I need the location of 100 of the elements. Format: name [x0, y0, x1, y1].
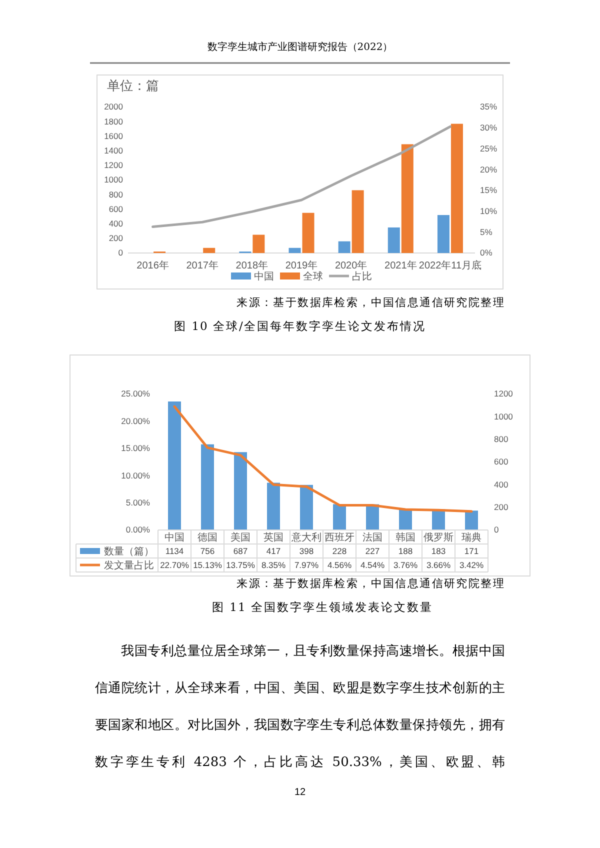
legend-label: 全球	[303, 270, 323, 282]
data-label: 687	[233, 546, 248, 556]
x-tick-label: 中国	[164, 532, 184, 544]
y-tick-label: 20.00%	[121, 416, 150, 426]
y-tick-label: 15.00%	[121, 443, 150, 454]
bar	[201, 444, 214, 530]
legend-label: 占比	[352, 270, 372, 282]
y2-tick-label: 0%	[480, 248, 493, 258]
data-label: 3.66%	[426, 560, 451, 570]
x-tick-label: 2022年11月底	[418, 260, 482, 272]
x-tick-label: 2019年	[285, 260, 318, 272]
data-label: 188	[398, 546, 413, 556]
data-label: 171	[464, 546, 479, 556]
data-label: 4.56%	[327, 560, 352, 570]
x-tick-label: 2017年	[186, 260, 218, 272]
bar	[267, 482, 280, 530]
x-tick-label: 西班牙	[324, 532, 354, 544]
text: 12	[294, 787, 306, 798]
legend-label: 数量（篇）	[104, 546, 154, 558]
text: 图 11 全国数字孪生领域发表论文数量	[212, 600, 433, 614]
y2-tick-label: 25%	[480, 143, 498, 154]
bar	[302, 212, 314, 253]
bar	[401, 144, 414, 253]
data-label: 227	[365, 546, 380, 556]
x-tick-label: 美国	[230, 532, 250, 544]
data-label: 15.13%	[193, 560, 222, 570]
data-label: 3.42%	[459, 560, 484, 570]
data-label: 4.54%	[360, 560, 385, 570]
y2-tick-label: 1000	[494, 411, 514, 422]
y2-tick-label: 600	[494, 456, 508, 467]
y2-tick-label: 30%	[480, 122, 498, 133]
source-note: 来源：基于数据库检索，中国信息通信研究院整理	[236, 577, 505, 590]
data-label: 756	[200, 546, 215, 556]
bar	[168, 401, 181, 530]
data-label: 228	[332, 546, 347, 556]
y-tick-label: 1400	[104, 146, 124, 156]
y2-tick-label: 10%	[480, 206, 498, 216]
bar	[437, 215, 450, 253]
x-tick-label: 德国	[198, 532, 218, 544]
line-series	[173, 405, 473, 513]
bar	[252, 234, 265, 253]
y-tick-label: 1600	[104, 130, 124, 141]
data-label: 183	[431, 546, 446, 556]
bar	[388, 227, 400, 253]
y-tick-label: 600	[108, 204, 124, 214]
data-label: 3.76%	[393, 560, 418, 570]
y-tick-label: 200	[108, 233, 124, 244]
text: 数字孪生城市产业图谱研究报告（2022）	[207, 41, 393, 53]
bar	[234, 452, 247, 530]
y2-tick-label: 20%	[480, 164, 498, 174]
bar	[465, 510, 478, 530]
data-label: 22.70%	[160, 560, 190, 570]
legend-label: 中国	[254, 270, 274, 282]
y-tick-label: 0.00%	[126, 524, 150, 535]
text: 图 10 全球/全国每年数字孪生论文发布情况	[174, 319, 426, 333]
x-tick-label: 2016年	[136, 260, 169, 272]
data-label: 398	[299, 546, 314, 556]
y-axis-title: 单位：篇	[107, 79, 159, 94]
y2-tick-label: 15%	[480, 185, 498, 196]
y2-tick-label: 35%	[480, 102, 498, 112]
data-label: 13.75%	[226, 560, 256, 570]
y-tick-label: 1200	[104, 160, 124, 170]
y-tick-label: 800	[108, 189, 124, 200]
data-label: 8.35%	[261, 560, 286, 570]
bar	[333, 504, 346, 530]
bar	[300, 484, 313, 530]
line-series	[152, 125, 452, 228]
x-tick-label: 2018年	[236, 260, 268, 272]
y-tick-label: 400	[108, 218, 124, 229]
legend-label: 发文量占比	[104, 560, 154, 572]
x-tick-label: 2021年	[384, 260, 417, 272]
data-label: 417	[266, 546, 281, 556]
x-tick-label: 法国	[362, 532, 382, 544]
text: 我国专利总量位居全球第一，且专利数量保持高速增长。根据中国信通院统计，从全球来看，中国、美国、欧盟是数字孪生技术创新的主要国家和地区。对比国外，我国数字孪生专利总体数量保持领先，拥有数字孪生专利 4283 个，占比高达 50.33%，美国、欧盟、韩	[95, 644, 505, 770]
y2-tick-label: 200	[494, 502, 508, 512]
source-note: 来源：基于数据库检索，中国信息通信研究院整理	[236, 296, 505, 309]
x-tick-label: 韩国	[396, 532, 416, 544]
y-tick-label: 2000	[104, 102, 124, 112]
x-tick-label: 俄罗斯	[424, 532, 454, 544]
y-tick-label: 5.00%	[126, 498, 150, 508]
y2-tick-label: 400	[494, 479, 508, 490]
y2-tick-label: 1200	[494, 388, 514, 399]
y-tick-label: 25.00%	[121, 388, 150, 399]
y-tick-label: 0	[118, 248, 124, 258]
x-tick-label: 2020年	[334, 260, 368, 272]
y2-tick-label: 0	[494, 524, 499, 535]
data-label: 7.97%	[294, 560, 319, 570]
y2-tick-label: 800	[494, 434, 508, 444]
y-tick-label: 1000	[104, 174, 124, 185]
bar	[352, 190, 364, 253]
x-tick-label: 意大利	[290, 532, 322, 544]
x-tick-label: 英国	[264, 532, 284, 544]
y-tick-label: 1800	[104, 116, 124, 126]
bar	[203, 248, 216, 253]
bar	[288, 248, 301, 253]
y2-tick-label: 5%	[480, 226, 493, 237]
data-label: 1134	[165, 546, 184, 556]
x-tick-label: 瑞典	[462, 532, 482, 544]
bar	[450, 124, 463, 253]
bar	[338, 241, 350, 253]
